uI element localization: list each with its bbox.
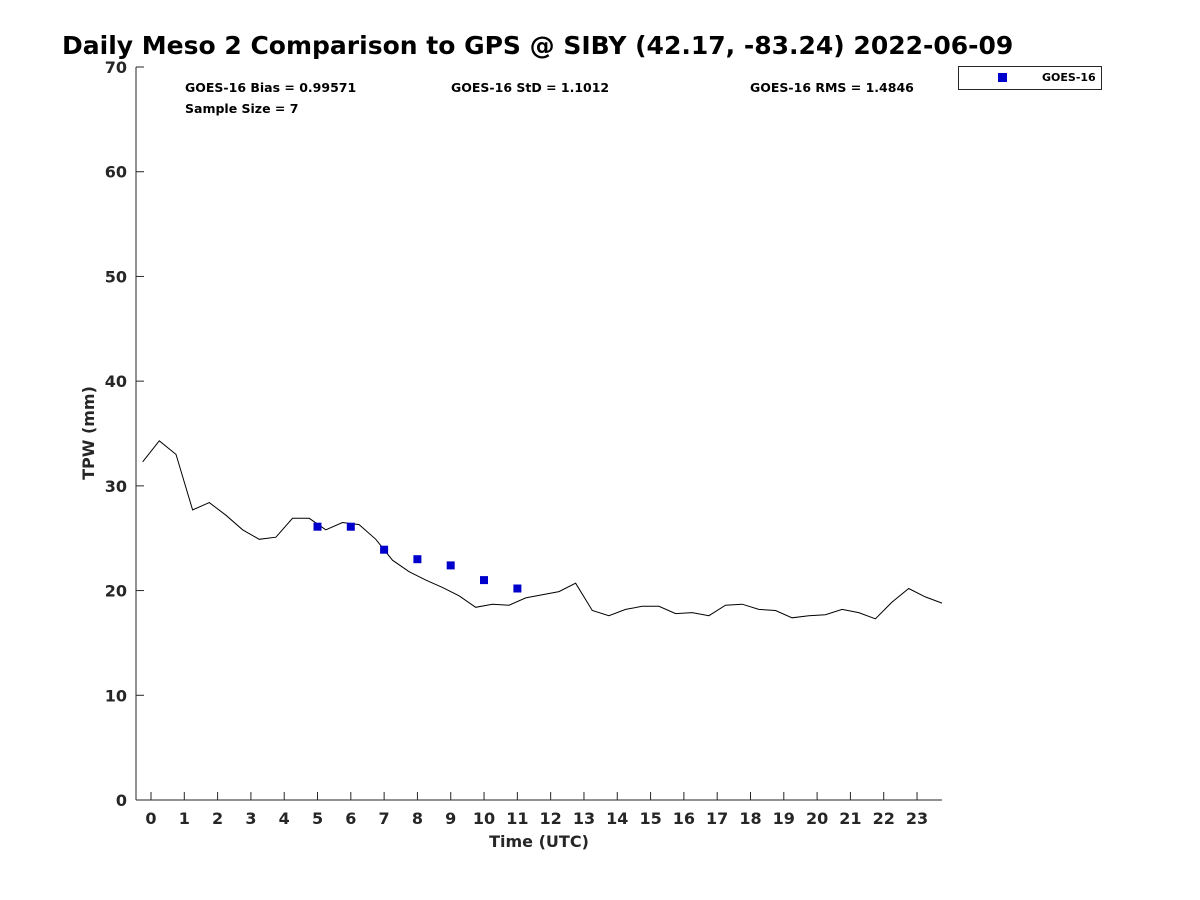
goes-16-point (446, 561, 455, 570)
y-tick-label: 0 (116, 791, 127, 810)
y-tick-label: 10 (105, 686, 127, 705)
goes-16-points (313, 522, 522, 593)
x-tick-label: 2 (212, 809, 223, 828)
y-axis-label: TPW (mm) (79, 386, 98, 480)
x-tick-label: 14 (606, 809, 628, 828)
y-tick-label: 40 (105, 372, 127, 391)
legend-marker (998, 73, 1007, 82)
x-tick-label: 4 (279, 809, 290, 828)
x-tick-label: 15 (639, 809, 661, 828)
plot-background (136, 67, 942, 800)
x-tick-label: 0 (145, 809, 156, 828)
x-tick-label: 1 (179, 809, 190, 828)
y-tick-label: 60 (105, 163, 127, 182)
y-tick-label: 70 (105, 58, 127, 77)
x-tick-label: 7 (379, 809, 390, 828)
x-ticks: 0 1 2 3 4 5 6 7 8 9 10 11 12 13 14 15 16 17 18 19 20 21 22 23 (145, 792, 928, 828)
legend: GOES-16 (958, 66, 1102, 90)
goes-16-point (346, 522, 355, 531)
legend-box (958, 66, 1102, 90)
chart-title: Daily Meso 2 Comparison to GPS @ SIBY (4… (62, 31, 1013, 60)
x-tick-label: 3 (245, 809, 256, 828)
x-tick-label: 20 (806, 809, 828, 828)
x-tick-label: 10 (473, 809, 495, 828)
x-tick-label: 16 (673, 809, 695, 828)
x-tick-label: 9 (445, 809, 456, 828)
rms-stat: GOES-16 RMS = 1.4846 (750, 80, 914, 95)
legend-label-goes-16: GOES-16 (1042, 71, 1096, 84)
x-tick-label: 23 (906, 809, 928, 828)
x-tick-label: 6 (345, 809, 356, 828)
x-tick-label: 8 (412, 809, 423, 828)
x-tick-label: 19 (773, 809, 795, 828)
y-tick-label: 20 (105, 582, 127, 601)
goes-16-point (313, 522, 322, 531)
x-tick-label: 22 (873, 809, 895, 828)
x-tick-label: 17 (706, 809, 728, 828)
goes-16-point (513, 584, 522, 593)
goes-16-point (480, 576, 488, 585)
x-tick-label: 12 (540, 809, 562, 828)
goes-16-point (413, 555, 422, 564)
bias-stat: GOES-16 Bias = 0.99571 (185, 80, 356, 95)
x-tick-label: 21 (839, 809, 861, 828)
gps-tpw-line (142, 440, 943, 620)
y-tick-label: 30 (105, 477, 127, 496)
x-tick-label: 18 (739, 809, 761, 828)
goes-16-point (380, 545, 389, 554)
y-tick-label: 50 (105, 267, 127, 286)
x-tick-label: 13 (573, 809, 595, 828)
x-tick-label: 11 (506, 809, 528, 828)
sample-size-stat: Sample Size = 7 (185, 101, 298, 116)
y-ticks: 0 10 20 30 40 50 60 70 (105, 58, 144, 810)
x-axis-label: Time (UTC) (489, 832, 589, 851)
std-stat: GOES-16 StD = 1.1012 (451, 80, 609, 95)
x-tick-label: 5 (312, 809, 323, 828)
